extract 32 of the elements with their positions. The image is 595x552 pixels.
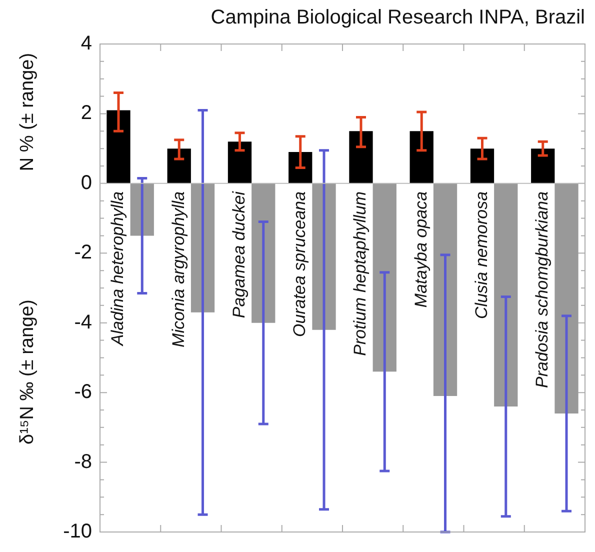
bar [470, 148, 494, 184]
x-tick-label: Aladina heterophylla [108, 191, 128, 346]
y-axis-title: N % (± range) [17, 52, 39, 172]
bar [349, 131, 373, 184]
bar [433, 183, 458, 396]
bar [410, 131, 434, 184]
y-tick-label: 0 [80, 172, 92, 194]
x-tick-label: Miconia argyrophylla [168, 191, 188, 348]
x-tick-label: Pagamea duckei [229, 190, 248, 318]
y-tick-label: -8 [74, 450, 92, 473]
y-tick-label: -4 [74, 311, 92, 334]
bar [228, 142, 252, 184]
bar [167, 148, 191, 184]
bar [494, 183, 518, 407]
x-tick-label: Protium heptaphyllum [350, 191, 370, 356]
x-tick-label: Ouratea spruceana [290, 191, 310, 337]
x-tick-label: Matayba opaca [411, 191, 430, 308]
bar [252, 183, 276, 323]
x-tick-label: Clusia nemorosa [472, 191, 491, 319]
bar [372, 183, 396, 372]
y-tick-label: -10 [63, 520, 92, 543]
bar [106, 110, 130, 184]
chart-title: Campina Biological Research INPA, Brazil [210, 6, 585, 29]
y-tick-label: -2 [74, 242, 92, 264]
bar [531, 148, 555, 184]
y-tick-label: 2 [80, 102, 92, 124]
bar [554, 183, 578, 414]
y2-axis-title: δ¹⁵N ‰ (± range) [17, 299, 39, 445]
bar [288, 152, 312, 184]
y-tick-label: 4 [80, 32, 92, 55]
x-tick-label: Pradosia schomgburkiana [532, 191, 552, 388]
y-tick-label: -6 [74, 381, 92, 404]
